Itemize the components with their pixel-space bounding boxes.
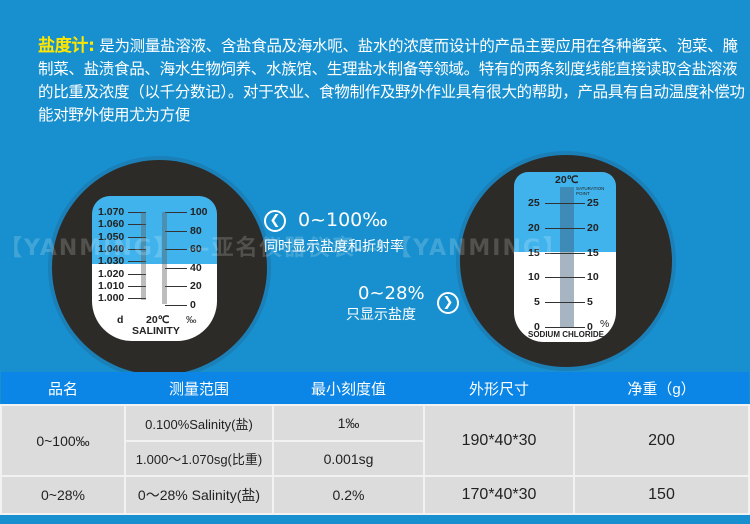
sg-tick [128,285,146,287]
tick-line [545,302,585,304]
cell-range: 0～28% Salinity(盐) [124,475,274,515]
right-saturation: SATURATION POINT [576,186,605,196]
permil-tick-label: 40 [190,261,202,274]
cell-name: 0~28% [0,475,126,515]
cell-range: 1.000～1.070sg(比重) [124,440,274,477]
header-min: 最小刻度值 [273,372,424,405]
right-tick-label: 5 [587,296,593,309]
header-size: 外形尺寸 [424,372,574,405]
cell-min: 0.2% [272,475,425,515]
cell-weight: 150 [573,475,750,515]
tick-line [545,227,585,229]
intro-text: 是为测量盐溶液、含盐食品及海水呃、盐水的浓度而设计的产品主要应用在各种酱菜、泡菜… [38,37,745,124]
sg-tick-label: 1.020 [98,267,125,280]
left-temp: 20℃ [146,314,170,326]
right-scale-bar [560,187,574,327]
permil-tick-label: 80 [190,224,202,237]
cell-size: 190*40*30 [423,404,575,477]
intro-paragraph: 盐度计: 是为测量盐溶液、含盐食品及海水呃、盐水的浓度而设计的产品主要应用在各种… [38,35,750,127]
right-tick-label: 20 [587,221,599,234]
sg-bar [141,212,146,300]
sg-tick [128,224,146,226]
left-tick-label: 20 [528,221,540,234]
tick-line [545,203,585,204]
tick-line [545,252,585,254]
sg-tick-label: 1.040 [98,242,125,255]
table-row: 1.000～1.070sg(比重) 0.001sg [1,440,749,477]
left-unit-d: d [117,314,124,326]
sg-tick-label: 1.010 [98,279,125,292]
sg-tick [128,212,146,213]
right-tick-label: 10 [587,271,599,284]
sg-tick [128,298,146,300]
table-row: 0~28% 0～28% Salinity(盐) 0.2% 170*40*30 1… [0,475,750,515]
left-tick-label: 0 [534,321,540,333]
permil-tick [165,212,187,213]
cell-weight: 200 [573,404,750,477]
cell-min: 1‰ [272,404,425,442]
header-range: 测量范围 [125,372,273,405]
callout-right-range: 0~28% [358,283,425,304]
cell-min: 0.001sg [272,440,425,477]
spec-table: 品名 测量范围 最小刻度值 外形尺寸 净重（g） 0~100‰ 0.100%Sa… [0,372,750,515]
sg-tick [128,273,146,275]
left-scale-name: SALINITY [132,325,180,337]
callout-right-desc: 只显示盐度 [346,307,416,323]
chevron-left-icon[interactable]: ❮ [264,210,286,232]
right-temp: 20℃ [555,174,579,186]
permil-tick-label: 20 [190,280,202,292]
permil-tick [165,267,187,269]
sg-tick [128,261,146,263]
callout-left-desc: 同时显示盐度和折射率 [264,239,404,255]
tick-line [545,327,585,328]
right-unit: % [600,318,610,330]
sg-tick-label: 1.070 [98,206,125,218]
sg-tick-label: 1.030 [98,255,125,268]
left-tick-label: 5 [534,296,540,309]
permil-tick-label: 60 [190,243,202,255]
permil-tick [165,249,187,250]
permil-bar [162,212,167,304]
watermark: 【YANMING】 —亚名仪器仪表— 【YANMING】 [0,236,567,261]
cell-range: 0.100%Salinity(盐) [124,404,274,442]
sg-tick [128,248,146,250]
intro-title: 盐度计: [38,36,95,56]
table-row: 0~100‰ 0.100%Salinity(盐) 1‰ 190*40*30 20… [0,404,750,477]
tick-line [545,277,585,279]
right-scale [514,172,616,342]
left-tick-label: 25 [528,197,540,209]
left-tick-label: 15 [528,246,540,259]
cell-name: 0~100‰ [0,404,126,477]
right-tick-label: 0 [587,321,593,333]
right-scale-name: SODIUM CHLORIDE [528,330,604,339]
header-name: 品名 [1,372,125,405]
sg-tick-label: 1.050 [98,230,125,243]
footer-band [0,517,750,524]
left-unit-permil: ‰ [186,314,197,326]
sg-tick-label: 1.060 [98,218,125,231]
left-scale [92,196,217,341]
permil-tick [165,230,187,232]
permil-tick [165,304,187,306]
permil-tick [165,286,187,287]
header-weight: 净重（g） [574,372,749,405]
right-tick-label: 25 [587,197,599,209]
permil-tick-label: 100 [190,206,208,218]
table-header-row: 品名 测量范围 最小刻度值 外形尺寸 净重（g） [1,372,749,405]
chevron-right-icon[interactable]: ❯ [437,292,459,314]
sg-tick-label: 1.000 [98,292,125,305]
sg-tick [128,236,146,238]
right-tick-label: 15 [587,246,599,259]
cell-size: 170*40*30 [423,475,575,515]
callout-left-range: 0~100‰ [298,209,388,231]
permil-tick-label: 0 [190,298,196,311]
left-tick-label: 10 [528,271,540,284]
